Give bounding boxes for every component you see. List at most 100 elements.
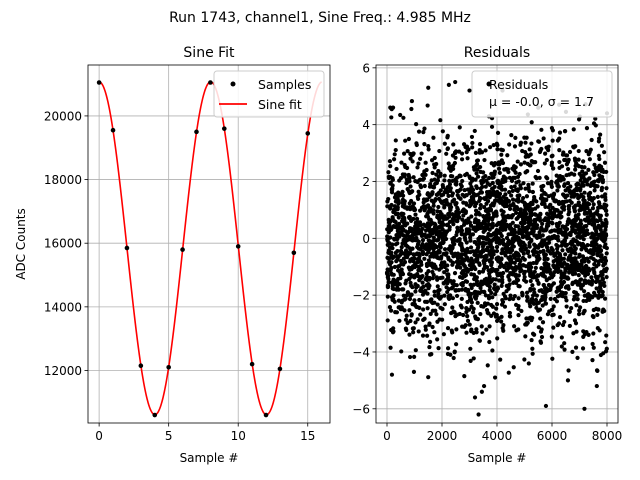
residual-point — [427, 193, 432, 198]
residual-point — [565, 262, 570, 268]
residual-point — [556, 321, 562, 326]
residual-point — [464, 309, 469, 315]
residual-point — [524, 316, 529, 321]
residual-point — [408, 257, 413, 262]
residual-point — [510, 238, 515, 244]
residual-point — [480, 269, 486, 274]
residual-point — [529, 120, 534, 125]
residual-point — [516, 265, 521, 270]
residual-point — [451, 309, 456, 314]
residual-point — [588, 255, 594, 260]
residual-point — [532, 242, 537, 247]
residual-point — [406, 136, 411, 142]
residual-point — [573, 238, 579, 244]
residual-point — [527, 261, 532, 266]
residual-point — [566, 212, 571, 217]
residual-point — [554, 289, 559, 294]
residual-point — [539, 127, 544, 132]
residual-point — [463, 172, 468, 178]
residual-point — [597, 205, 602, 210]
residual-point — [431, 200, 436, 205]
residual-point — [551, 281, 557, 286]
residual-point — [403, 317, 409, 322]
residual-point — [426, 85, 431, 90]
residual-point — [431, 265, 436, 270]
residual-point — [522, 274, 527, 280]
residual-point — [411, 330, 416, 335]
residual-point — [399, 267, 404, 272]
residual-point — [520, 235, 525, 240]
residual-point — [516, 327, 521, 332]
residual-point — [401, 115, 406, 120]
residual-point — [506, 169, 511, 175]
residual-point — [494, 248, 500, 254]
residual-point — [411, 326, 416, 331]
residual-point — [473, 163, 479, 168]
residual-point — [412, 354, 417, 359]
residual-point — [398, 176, 404, 181]
residual-point — [401, 211, 406, 217]
residual-point — [595, 312, 600, 317]
residual-point — [532, 269, 537, 274]
residual-point — [462, 220, 467, 225]
residual-point — [527, 254, 532, 259]
residual-point — [583, 273, 588, 278]
residual-point — [421, 307, 426, 312]
residual-point — [575, 297, 580, 302]
residual-point — [398, 112, 403, 118]
residual-point — [544, 289, 549, 294]
residual-point — [387, 204, 392, 209]
residual-point — [554, 173, 559, 178]
residual-point — [536, 281, 541, 286]
residual-point — [489, 290, 494, 295]
residual-point — [576, 195, 581, 201]
residual-point — [598, 217, 603, 223]
residual-point — [508, 293, 513, 298]
residual-point — [445, 280, 450, 285]
residual-point — [599, 188, 604, 193]
residual-point — [519, 244, 525, 249]
residual-point — [557, 130, 563, 135]
residual-point — [457, 149, 462, 154]
residual-point — [551, 325, 556, 330]
residual-point — [482, 289, 487, 295]
residual-point — [542, 242, 547, 247]
residual-point — [515, 159, 520, 164]
residual-point — [390, 297, 395, 302]
residual-point — [586, 192, 591, 197]
residual-point — [520, 219, 525, 224]
residual-point — [393, 219, 398, 225]
residual-point — [420, 172, 425, 178]
sample-point — [124, 245, 130, 251]
residual-point — [569, 250, 575, 255]
residual-point — [556, 201, 562, 206]
residual-point — [455, 205, 460, 210]
y-tick-label: 0 — [362, 232, 370, 246]
residual-point — [462, 374, 467, 379]
residual-point — [543, 191, 548, 197]
residual-point — [464, 330, 469, 335]
residual-point — [457, 275, 463, 280]
residual-point — [465, 231, 470, 236]
residual-point — [528, 278, 533, 284]
residual-point — [576, 148, 581, 154]
residual-point — [517, 211, 522, 216]
residual-point — [425, 221, 431, 226]
sample-point — [194, 129, 199, 135]
residual-point — [404, 327, 409, 333]
residual-point — [477, 148, 482, 153]
residual-point — [430, 269, 435, 275]
residual-point — [393, 147, 398, 153]
residual-point — [454, 327, 459, 332]
residual-point — [509, 226, 514, 232]
residual-point — [527, 240, 532, 245]
residual-point — [436, 346, 441, 351]
legend-samples-marker — [230, 81, 236, 87]
residual-point — [590, 206, 596, 211]
residual-point — [386, 250, 391, 255]
sample-point — [305, 131, 311, 136]
residual-point — [407, 354, 413, 360]
residual-point — [484, 327, 489, 332]
residual-point — [478, 311, 483, 317]
residual-point — [510, 188, 515, 193]
